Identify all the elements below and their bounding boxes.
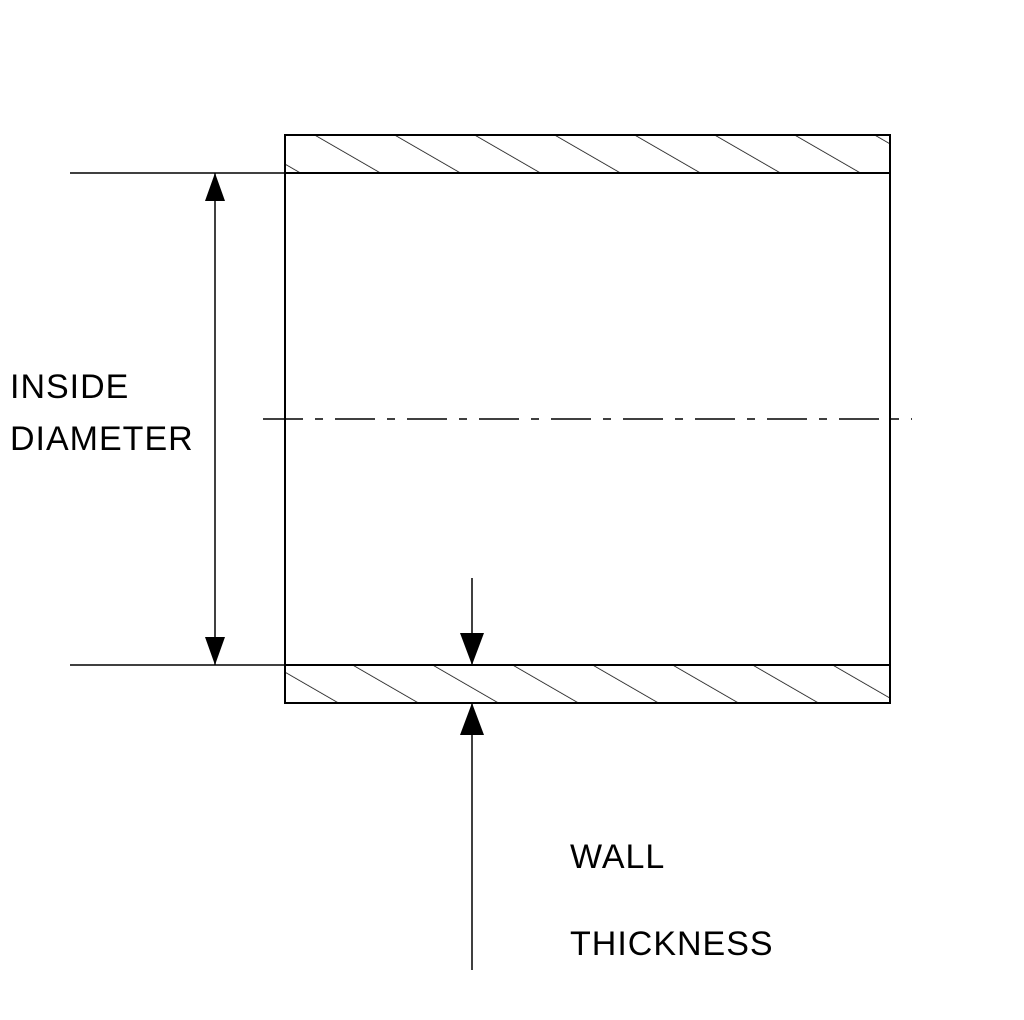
inside-diameter-label-1: INSIDE [10,368,129,406]
wall-thickness-label-1: WALL [570,838,665,876]
wall-thickness-label-2: THICKNESS [570,925,774,963]
inside-diameter-label-2: DIAMETER [10,420,194,458]
